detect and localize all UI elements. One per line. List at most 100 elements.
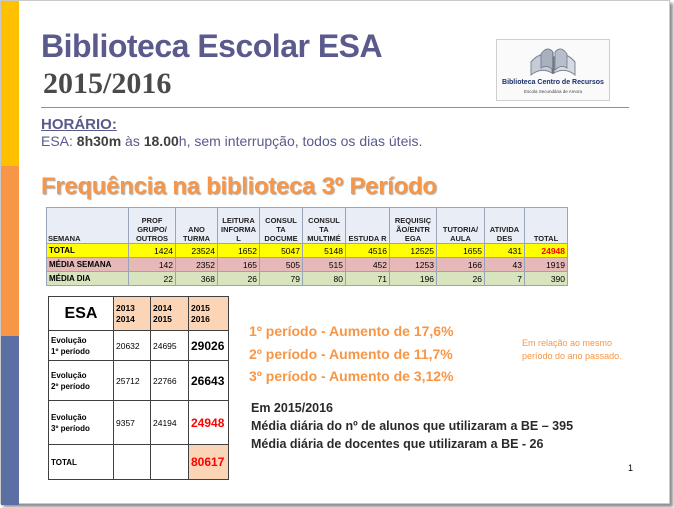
table-cell: 79 (259, 271, 303, 286)
column-header: LEITURA INFORMA L (217, 207, 260, 244)
evolucao-row-3: Evolução 3º período 9357 24194 24948 (48, 400, 229, 445)
table-cell: 166 (436, 257, 485, 272)
evolucao-corner: ESA (48, 296, 114, 331)
evolucao-total-value: 80617 (188, 444, 229, 480)
table-cell-highlight: 24948 (524, 243, 568, 258)
evolucao-row-label: Evolução 1º período (48, 330, 114, 361)
evolucao-total-label: TOTAL (48, 444, 114, 480)
evolucao-cell-current: 29026 (188, 330, 229, 361)
table-cell: 22 (128, 271, 176, 286)
table-cell: 142 (128, 257, 176, 272)
table-cell: 1253 (389, 257, 437, 272)
evolucao-cell-empty (113, 444, 151, 480)
horario-text: ESA: 8h30m às 18.00h, sem interrupção, t… (41, 133, 422, 149)
year-header: 2015 2016 (188, 296, 229, 331)
evolucao-cell: 9357 (113, 400, 151, 445)
side-bar-orange (1, 166, 19, 336)
frequencia-table: SEMANA PROF GRUPO/ OUTROS ANO TURMA LEIT… (46, 207, 568, 286)
table-cell: 1424 (128, 243, 176, 258)
table-cell: 452 (345, 257, 390, 272)
table-cell: 5148 (302, 243, 346, 258)
year-header: 2014 2015 (150, 296, 189, 331)
evolucao-cell: 20632 (113, 330, 151, 361)
horario-end: 18.00 (143, 133, 179, 149)
books-icon (530, 48, 576, 77)
evolucao-row-label: Evolução 2º período (48, 360, 114, 401)
horario-start: 8h30m (76, 133, 122, 149)
stats-heading: Em 2015/2016 (251, 401, 334, 415)
table-cell: 505 (259, 257, 303, 272)
column-header: CONSUL TA MULTIMÉ (302, 207, 346, 244)
aumento-2: 2º período - Aumento de 11,7% (249, 346, 453, 362)
horario-suffix: h, sem interrupção, todos os dias úteis. (178, 133, 423, 149)
table-cell: 1652 (217, 243, 260, 258)
table-cell: 12525 (389, 243, 437, 258)
table-cell: 196 (389, 271, 437, 286)
evolucao-cell: 22766 (150, 360, 189, 401)
evolucao-total-row: TOTAL 80617 (48, 444, 229, 480)
evolucao-cell-empty (150, 444, 189, 480)
row-label: MÉDIA SEMANA (46, 257, 129, 272)
evolucao-cell: 24695 (150, 330, 189, 361)
column-header: TUTORIA/ AULA (436, 207, 485, 244)
evolucao-cell-current: 24948 (188, 400, 229, 445)
evolucao-cell: 24194 (150, 400, 189, 445)
column-header: ESTUDA R (345, 207, 390, 244)
table-cell: 165 (217, 257, 260, 272)
evolucao-table: ESA 2013 2014 2014 2015 2015 2016 Evolução 1… (48, 296, 229, 480)
title-divider (41, 107, 629, 108)
slide-title: Biblioteca Escolar ESA (41, 28, 383, 64)
column-header: TOTAL (524, 207, 568, 244)
horario-label: HORÁRIO: (41, 116, 117, 133)
aumento-note: Em relação ao mesmo período do ano passad… (522, 338, 622, 361)
table-header-row: SEMANA PROF GRUPO/ OUTROS ANO TURMA LEIT… (46, 207, 568, 244)
table-cell: 26 (217, 271, 260, 286)
table-cell: 80 (302, 271, 346, 286)
table-cell: 4516 (345, 243, 390, 258)
frequencia-title: Frequência na biblioteca 3º Período (41, 173, 437, 200)
table-cell: 71 (345, 271, 390, 286)
row-label: MÉDIA DIA (46, 271, 129, 286)
year-header: 2013 2014 (113, 296, 151, 331)
page-number: 1 (628, 463, 634, 473)
table-cell: 2352 (175, 257, 218, 272)
column-header: CONSUL TA DOCUME (259, 207, 303, 244)
horario-prefix: ESA: (41, 133, 77, 149)
library-logo: Biblioteca Centro de Recursos Escola Sec… (496, 39, 610, 101)
table-row-media-semana: MÉDIA SEMANA 142 2352 165 505 515 452 12… (46, 257, 568, 272)
table-cell: 26 (436, 271, 485, 286)
column-header: SEMANA (46, 207, 129, 244)
evolucao-row-label: Evolução 3º período (48, 400, 114, 445)
aumento-1: 1º período - Aumento de 17,6% (249, 323, 454, 339)
stats-docentes: Média diária de docentes que utilizaram … (251, 437, 544, 451)
table-cell: 43 (484, 257, 525, 272)
evolucao-header-row: ESA 2013 2014 2014 2015 2015 2016 (48, 296, 229, 331)
stats-alunos: Média diária do nº de alunos que utiliza… (251, 419, 574, 433)
horario-mid: às (121, 133, 144, 149)
aumento-3: 3º período - Aumento de 3,12% (249, 368, 454, 384)
table-cell: 390 (524, 271, 568, 286)
side-bar-blue (1, 336, 19, 505)
table-cell: 23524 (175, 243, 218, 258)
logo-subtitle: Escola Secundária de Amora (523, 89, 583, 94)
table-cell: 431 (484, 243, 525, 258)
evolucao-row-2: Evolução 2º período 25712 22766 26643 (48, 360, 229, 401)
evolucao-cell-current: 26643 (188, 360, 229, 401)
evolucao-cell: 25712 (113, 360, 151, 401)
side-bar-yellow (1, 1, 19, 166)
table-cell: 515 (302, 257, 346, 272)
evolucao-row-1: Evolução 1º período 20632 24695 29026 (48, 330, 229, 361)
column-header: REQUISIÇ ÃO/ENTR EGA (389, 207, 437, 244)
column-header: PROF GRUPO/ OUTROS (128, 207, 176, 244)
slide-year: 2015/2016 (43, 67, 172, 100)
column-header: ANO TURMA (175, 207, 218, 244)
row-label: TOTAL (46, 243, 129, 258)
table-row-total: TOTAL 1424 23524 1652 5047 5148 4516 125… (46, 243, 568, 258)
table-cell: 1919 (524, 257, 568, 272)
column-header: ATIVIDA DES (484, 207, 525, 244)
table-cell: 368 (175, 271, 218, 286)
table-cell: 5047 (259, 243, 303, 258)
table-row-media-dia: MÉDIA DIA 22 368 26 79 80 71 196 26 7 39… (46, 271, 568, 286)
